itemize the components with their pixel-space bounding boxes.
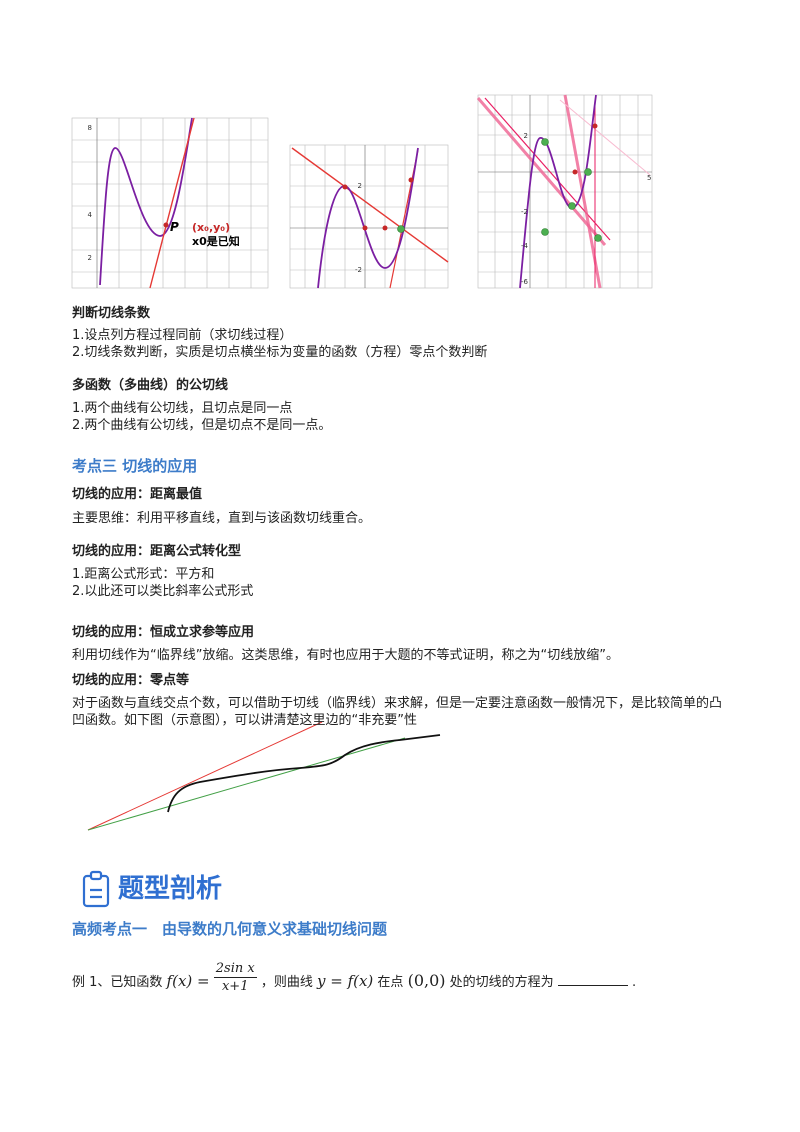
point-label: P (170, 220, 179, 234)
section-title: 考点三 切线的应用 (72, 457, 198, 475)
text-line: 2.两个曲线有公切线，但是切点不是同一点。 (72, 418, 332, 433)
numerator: 2sin x (213, 961, 257, 978)
fraction: 2sin x x+1 (213, 960, 257, 995)
heading: 切线的应用：恒成立求参等应用 (72, 625, 255, 640)
text-line: 1.两个曲线有公切线，且切点是同一点 (72, 401, 293, 416)
part-title: 题型剖析 (118, 874, 223, 904)
heading: 切线的应用：距离公式转化型 (72, 544, 242, 559)
math: f(x) = (166, 972, 210, 990)
text-line: 主要思维：利用平移直线，直到与该函数切线重合。 (72, 511, 372, 526)
denominator: x+1 (221, 979, 249, 994)
heading: 切线的应用：距离最值 (72, 487, 203, 502)
figure-3 (476, 94, 653, 289)
figure-4 (87, 721, 441, 831)
tick: -2 (521, 208, 528, 216)
tick: 4 (88, 211, 93, 219)
text: 例 1、已知函数 (72, 975, 163, 990)
clipboard-icon (82, 870, 110, 908)
text: ，则曲线 (260, 975, 313, 990)
text-line: 1.设点列方程过程同前（求切线过程） (72, 328, 293, 343)
text: 在点 (377, 975, 404, 990)
note-label: x0是已知 (192, 234, 240, 248)
math: y = f(x) (316, 972, 374, 990)
text-line: 2.以此还可以类比斜率公式形式 (72, 584, 254, 599)
tick: -6 (521, 278, 529, 286)
coord-label: (x₀,y₀) (192, 221, 230, 234)
heading: 切线的应用：零点等 (72, 673, 190, 688)
heading: 判断切线条数 (72, 306, 151, 321)
topic-title: 高频考点一 由导数的几何意义求基础切线问题 (72, 920, 388, 938)
tick: 2 (358, 182, 362, 190)
example: 例 1、已知函数 f(x) = 2sin x x+1 ，则曲线 y = f(x)… (72, 961, 637, 995)
text-line: 2.切线条数判断，实质是切点横坐标为变量的函数（方程）零点个数判断 (72, 345, 488, 360)
heading: 多函数（多曲线）的公切线 (72, 378, 229, 393)
text: . (631, 975, 637, 990)
math: (0,0) (407, 971, 446, 990)
text-line: 1.距离公式形式：平方和 (72, 567, 215, 582)
tick: 2 (524, 132, 528, 140)
figure-2 (289, 144, 449, 289)
tick: -4 (521, 242, 529, 250)
tick: 2 (88, 254, 92, 262)
text: 处的切线的方程为 (449, 975, 554, 990)
tick: -2 (355, 266, 362, 274)
text-line: 利用切线作为“临界线”放缩。这类思维，有时也应用于大题的不等式证明，称之为“切线… (72, 648, 619, 663)
blank (557, 985, 628, 986)
figure-1 (71, 117, 269, 289)
tick: 8 (88, 124, 92, 132)
tick: 5 (647, 174, 651, 182)
paragraph: 对于函数与直线交点个数，可以借助于切线（临界线）来求解，但是一定要注意函数一般情… (72, 696, 723, 728)
